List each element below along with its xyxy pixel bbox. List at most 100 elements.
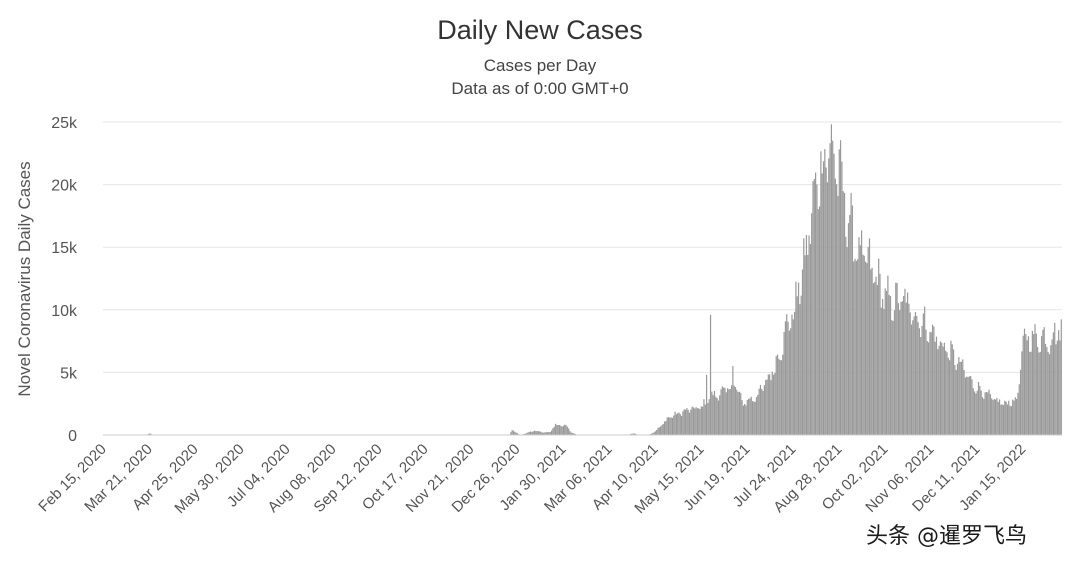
daily-case-bar [716,398,718,435]
daily-case-bar [733,385,735,435]
daily-case-bar [883,308,885,435]
daily-case-bar [727,388,729,435]
daily-case-bar [529,431,532,435]
daily-case-bar [972,388,974,435]
daily-case-bar [536,431,538,435]
daily-case-bar [837,195,839,435]
daily-case-bar [998,399,1001,435]
daily-case-bar [566,426,568,435]
daily-case-bar [765,379,767,435]
daily-case-bar [904,288,906,435]
daily-case-bar [862,254,864,435]
daily-case-bar [876,285,878,435]
daily-case-bar [656,429,658,435]
daily-case-bar [791,314,793,435]
daily-case-bar [788,330,790,435]
daily-case-bar [696,408,698,435]
daily-case-bar [937,349,939,435]
daily-case-bar [720,389,722,435]
daily-case-bar [736,389,738,435]
daily-case-bar [913,316,915,435]
daily-case-bar [938,345,940,435]
daily-case-bar [150,433,152,435]
daily-case-bar [657,427,659,435]
daily-case-bar [669,417,671,435]
daily-case-bar [917,322,919,435]
daily-case-bar [962,359,964,435]
daily-case-bar [977,382,980,435]
daily-case-bar [820,151,822,435]
daily-case-bar [838,149,840,435]
daily-case-bar [670,417,672,435]
daily-case-bar [703,399,705,435]
daily-case-bar [757,394,759,435]
daily-case-bar [797,282,800,435]
daily-case-bar [993,398,995,435]
daily-case-bar [963,369,965,435]
daily-case-bar [1050,345,1052,435]
daily-case-bar [665,421,667,435]
daily-case-bar [681,415,683,435]
daily-case-bar [650,433,653,435]
daily-case-bar [841,161,843,435]
daily-case-bar [531,431,533,435]
y-tick-label: 20k [51,178,78,195]
daily-case-bar [1005,401,1007,435]
daily-case-bar [884,288,886,435]
daily-case-bar [792,319,794,435]
daily-case-bar [671,417,674,435]
daily-case-bar [712,395,714,435]
daily-case-bar [843,192,846,435]
daily-case-bar [742,405,744,435]
daily-case-bar [1018,384,1020,435]
daily-case-bar [1030,351,1032,435]
daily-case-bar [695,407,697,435]
daily-case-bar [745,405,747,435]
daily-case-bar [825,167,827,436]
daily-case-bar [1048,354,1051,435]
daily-case-bar [737,392,739,435]
daily-case-bar [812,181,814,435]
daily-case-bar [753,401,755,435]
daily-case-bar [912,320,914,435]
daily-case-bar [1017,392,1019,435]
daily-case-bar [947,357,949,435]
daily-case-bar [698,408,700,435]
daily-case-bar [527,432,529,435]
daily-case-bar [842,191,844,435]
daily-case-bar [822,161,825,435]
daily-case-bar [744,403,746,435]
daily-case-bar [830,124,832,435]
daily-case-bar [780,360,783,435]
daily-case-bar [704,404,706,435]
daily-case-bar [959,361,961,435]
daily-case-bar [758,388,760,435]
daily-case-bar [574,433,576,435]
daily-case-bar [702,406,704,435]
daily-case-bar [537,431,540,435]
daily-case-bar [750,396,752,435]
daily-case-bar [526,433,528,435]
daily-case-bar [721,386,723,435]
daily-case-bar [1006,404,1009,435]
daily-case-bar [874,282,876,435]
daily-case-bar [658,427,660,435]
daily-case-bar [666,417,668,435]
daily-case-bar [975,393,977,435]
daily-case-bar [854,258,856,435]
daily-case-bar [964,377,966,435]
daily-case-bar [1044,343,1047,435]
daily-case-bar [922,313,924,435]
daily-case-bar [767,374,769,435]
daily-case-bar [996,397,998,435]
daily-case-bar [958,357,960,435]
daily-case-bar [568,428,570,435]
daily-case-bar [1023,328,1026,435]
daily-case-bar [879,273,881,435]
daily-case-bar [950,340,952,435]
chart-title: Daily New Cases [437,15,643,45]
daily-case-bar [799,304,801,435]
daily-case-bar [545,432,547,435]
daily-case-bar [908,303,910,435]
daily-case-bar [895,282,897,435]
